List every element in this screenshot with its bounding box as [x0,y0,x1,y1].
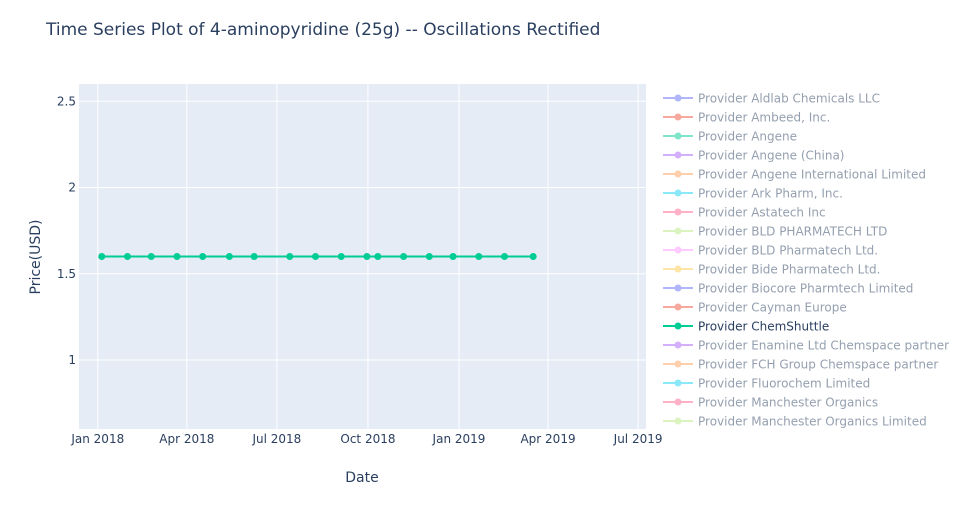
x-tick-label: Jan 2018 [70,432,124,446]
data-point[interactable] [250,253,258,260]
data-point[interactable] [199,253,207,260]
legend-label: Provider Biocore Pharmtech Limited [698,282,913,296]
legend-label: Provider Manchester Organics [698,396,878,410]
x-axis-title: Date [345,470,378,486]
legend-marker-swatch [674,227,682,235]
data-point[interactable] [425,253,433,260]
legend-item[interactable]: Provider Angene (China) [663,149,844,163]
legend-marker-swatch [674,170,682,178]
data-point[interactable] [475,253,483,260]
x-tick-label: Jan 2019 [432,432,486,446]
legend-item[interactable]: Provider Manchester Organics Limited [663,415,927,429]
legend-marker-swatch [674,265,682,273]
legend-item[interactable]: Provider Ark Pharm, Inc. [663,187,843,201]
y-tick-label: 2 [68,181,76,195]
legend-label: Provider Angene [698,130,797,144]
legend-label: Provider BLD Pharmatech Ltd. [698,244,878,258]
legend-marker-swatch [674,322,682,330]
legend-marker-swatch [674,379,682,387]
y-tick-label: 2.5 [57,94,76,108]
legend-marker-swatch [674,189,682,197]
legend-label: Provider FCH Group Chemspace partner [698,358,938,372]
legend-item[interactable]: Provider Astatech Inc [663,206,826,220]
legend-item[interactable]: Provider BLD PHARMATECH LTD [663,225,887,239]
legend-marker-swatch [674,208,682,216]
legend-marker-swatch [674,151,682,159]
legend-label: Provider Ambeed, Inc. [698,111,830,125]
data-point[interactable] [286,253,294,260]
legend-item[interactable]: Provider Fluorochem Limited [663,377,870,391]
legend-marker-swatch [674,398,682,406]
legend-label: Provider Astatech Inc [698,206,826,220]
legend-marker-swatch [674,284,682,292]
legend-marker-swatch [674,132,682,140]
legend-marker-swatch [674,417,682,425]
data-point[interactable] [500,253,508,260]
legend-item[interactable]: Provider ChemShuttle [663,320,829,334]
legend-item[interactable]: Provider Cayman Europe [663,301,847,315]
data-point[interactable] [147,253,155,260]
data-point[interactable] [529,253,537,260]
x-tick-label: Oct 2018 [340,432,395,446]
legend-item[interactable]: Provider Angene International Limited [663,168,926,182]
legend-label: Provider Enamine Ltd Chemspace partner [698,339,949,353]
data-point[interactable] [98,253,106,260]
data-point[interactable] [363,253,371,260]
data-point[interactable] [123,253,131,260]
x-tick-label: Apr 2018 [159,432,214,446]
data-point[interactable] [225,253,233,260]
legend-item[interactable]: Provider Manchester Organics [663,396,878,410]
legend-marker-swatch [674,360,682,368]
legend-label: Provider Cayman Europe [698,301,847,315]
legend-label: Provider BLD PHARMATECH LTD [698,225,887,239]
legend-item[interactable]: Provider Aldlab Chemicals LLC [663,92,880,106]
x-tick-label: Jul 2018 [251,432,301,446]
legend-marker-swatch [674,94,682,102]
legend-label: Provider Bide Pharmatech Ltd. [698,263,881,277]
x-tick-label: Jul 2019 [613,432,663,446]
legend-item[interactable]: Provider Angene [663,130,797,144]
data-point[interactable] [400,253,408,260]
legend-label: Provider Manchester Organics Limited [698,415,927,429]
legend-item[interactable]: Provider Ambeed, Inc. [663,111,830,125]
data-point[interactable] [311,253,319,260]
legend-label: Provider Angene International Limited [698,168,926,182]
legend-label: Provider Aldlab Chemicals LLC [698,92,880,106]
axes: Jan 2018 Apr 2018 Jul 2018 Oct 2018 Jan 2019… [57,94,663,446]
y-tick-label: 1.5 [57,267,76,281]
legend-marker-swatch [674,113,682,121]
data-point[interactable] [337,253,345,260]
y-tick-label: 1 [68,353,76,367]
legend-label: Provider ChemShuttle [698,320,829,334]
legend-marker-swatch [674,341,682,349]
x-tick-label: Apr 2019 [520,432,575,446]
legend-item[interactable]: Provider Biocore Pharmtech Limited [663,282,913,296]
series-layer [98,253,537,260]
legend-label: Provider Angene (China) [698,149,844,163]
legend-marker-swatch [674,303,682,311]
y-axis-title: Price(USD) [28,220,44,295]
legend-item[interactable]: Provider Enamine Ltd Chemspace partner [663,339,949,353]
legend: Provider Aldlab Chemicals LLC Provider Am… [663,92,949,429]
data-point[interactable] [449,253,457,260]
data-point[interactable] [173,253,181,260]
legend-marker-swatch [674,246,682,254]
legend-label: Provider Ark Pharm, Inc. [698,187,843,201]
legend-item[interactable]: Provider FCH Group Chemspace partner [663,358,938,372]
legend-label: Provider Fluorochem Limited [698,377,870,391]
chart-title: Time Series Plot of 4-aminopyridine (25g… [45,20,600,40]
legend-item[interactable]: Provider BLD Pharmatech Ltd. [663,244,878,258]
legend-item[interactable]: Provider Bide Pharmatech Ltd. [663,263,881,277]
data-point[interactable] [374,253,382,260]
